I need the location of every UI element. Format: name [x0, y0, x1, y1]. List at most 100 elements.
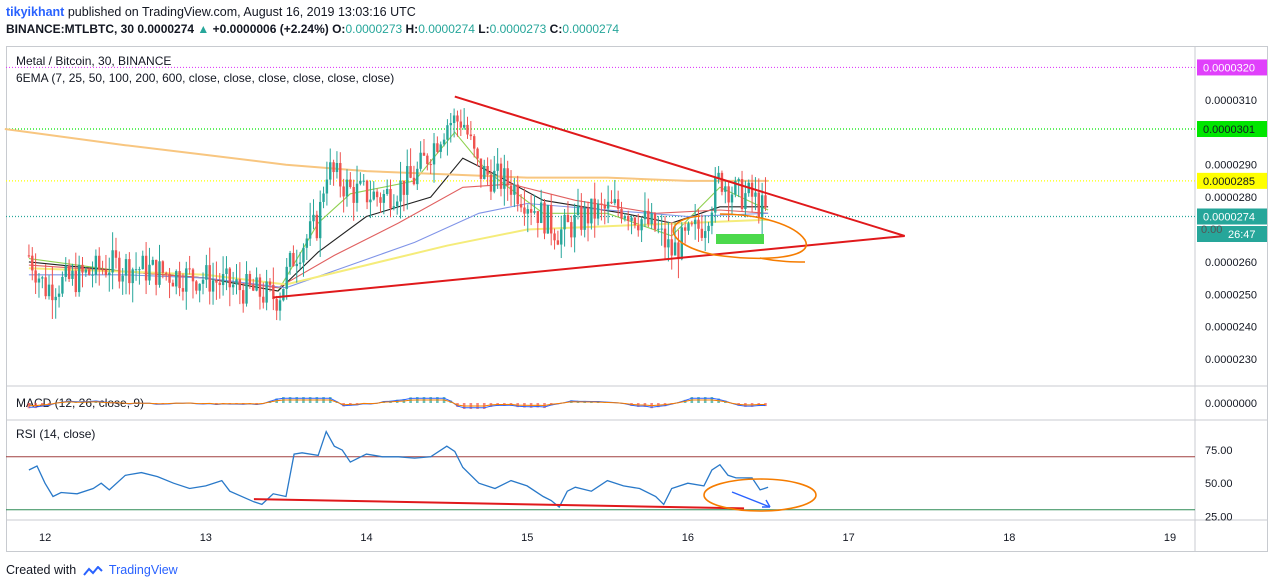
price-tick-label: 0.0000280 — [1205, 192, 1257, 204]
price-tick-label: 0.0000250 — [1205, 289, 1257, 301]
candle-body — [77, 264, 81, 293]
ema-line — [4, 128, 769, 182]
candle-body — [315, 214, 319, 239]
candle-body — [727, 186, 730, 203]
candle-body — [148, 264, 151, 281]
price-label-value: 0.0000274 — [1203, 212, 1255, 224]
candle-body — [476, 148, 479, 159]
open-label: O: — [332, 22, 346, 36]
candle-body — [640, 219, 643, 231]
close-label: C: — [549, 22, 563, 36]
candle-body — [409, 166, 412, 178]
candle-body — [225, 268, 228, 275]
candle-body — [493, 170, 496, 192]
candle-body — [41, 277, 44, 279]
candle-body — [710, 212, 714, 226]
candle-body — [543, 202, 546, 234]
candle-body — [308, 221, 312, 239]
high-value: 0.0000274 — [418, 22, 475, 36]
price-tick-label: 0.0000290 — [1205, 160, 1257, 172]
candle-body — [81, 264, 84, 273]
candle-body — [697, 219, 700, 229]
candle-body — [64, 265, 67, 277]
candle-body — [576, 206, 580, 216]
candle-body — [744, 193, 747, 210]
candle-body — [218, 282, 221, 286]
candle-body — [67, 265, 71, 279]
candle-body — [459, 121, 463, 128]
candle-body — [516, 184, 519, 205]
candle-body — [627, 216, 630, 221]
candle-body — [693, 219, 697, 225]
candle-body — [288, 252, 292, 267]
username[interactable]: tikyikhant — [6, 5, 65, 19]
candle-body — [717, 172, 720, 178]
candle-body — [536, 211, 540, 223]
candle-body — [556, 240, 560, 245]
price-tick-label: 0.0000260 — [1205, 257, 1257, 269]
candle-body — [673, 242, 677, 256]
candle-body — [195, 281, 198, 291]
candle-body — [101, 269, 104, 271]
footer: Created with TradingView — [6, 563, 178, 577]
published-text: published on TradingView.com, August 16,… — [67, 5, 416, 19]
candle-body — [442, 139, 446, 145]
candle-body — [687, 223, 690, 231]
tradingview-link[interactable]: TradingView — [108, 563, 178, 577]
candle-body — [730, 194, 734, 203]
candle-body — [128, 259, 131, 284]
candle-body — [111, 250, 114, 273]
last-price: 0.0000274 — [137, 22, 195, 36]
rsi-trendline — [253, 498, 745, 510]
close-value: 0.0000274 — [562, 22, 620, 36]
time-tick-label: 17 — [843, 532, 855, 544]
time-tick-label: 18 — [1003, 532, 1015, 544]
candle-body — [650, 213, 653, 225]
candle-body — [31, 255, 34, 271]
candle-body — [87, 269, 91, 275]
candle-body — [138, 269, 141, 271]
candle-body — [295, 263, 298, 267]
candle-body — [248, 274, 252, 285]
candle-body — [496, 163, 499, 171]
candle-body — [265, 281, 268, 303]
candle-body — [606, 201, 610, 209]
rsi-arrow-head-icon — [762, 499, 771, 508]
chart-frame — [6, 46, 1268, 552]
countdown-timer: 26:47 — [1228, 229, 1256, 241]
candle-body — [499, 163, 503, 189]
candle-body — [613, 199, 617, 204]
candle-body — [633, 217, 637, 226]
candle-body — [603, 204, 606, 209]
candle-body — [432, 143, 436, 165]
candle-body — [245, 274, 248, 304]
candle-body — [141, 255, 144, 270]
candle-body — [590, 198, 593, 224]
candle-body — [526, 209, 529, 214]
candle-body — [506, 168, 509, 186]
candle-body — [720, 172, 724, 192]
price-tick-label: 0.0000310 — [1205, 95, 1257, 107]
candle-body — [134, 269, 138, 271]
candle-body — [396, 201, 399, 207]
candle-body — [580, 206, 583, 230]
candle-body — [560, 229, 563, 245]
open-value: 0.0000273 — [345, 22, 403, 36]
rsi-orange-circle — [703, 478, 817, 512]
candle-body — [342, 186, 345, 197]
candle-body — [355, 183, 359, 203]
candle-body — [422, 152, 426, 156]
candle-body — [550, 205, 553, 234]
candle-body — [131, 269, 134, 284]
time-tick-label: 15 — [521, 532, 533, 544]
candle-body — [610, 201, 613, 204]
candle-body — [322, 193, 325, 202]
candle-body — [439, 144, 442, 152]
candle-body — [34, 270, 37, 283]
triangle-trendline — [273, 234, 905, 299]
candle-body — [359, 180, 362, 184]
candle-body — [312, 214, 315, 222]
price-label-badge — [1197, 121, 1267, 138]
candle-body — [700, 228, 704, 238]
